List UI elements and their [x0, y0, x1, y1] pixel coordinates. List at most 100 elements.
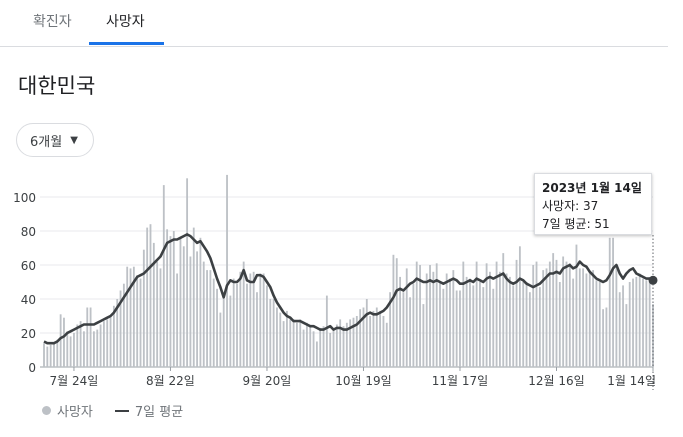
bar: [449, 278, 451, 367]
bar: [222, 295, 225, 367]
tab-active-indicator: [89, 42, 164, 45]
bar: [382, 316, 385, 367]
legend-bar-label: 사망자: [57, 405, 93, 420]
bar: [572, 278, 575, 367]
bar: [269, 299, 272, 367]
bar: [618, 292, 621, 367]
bar: [315, 341, 318, 367]
chart-bars: [43, 174, 654, 367]
bar: [66, 331, 69, 367]
bar: [246, 283, 248, 367]
bar: [389, 292, 392, 367]
bar: [422, 304, 425, 367]
bar: [615, 268, 618, 367]
bar: [459, 290, 461, 367]
bar: [332, 327, 335, 367]
bar: [375, 307, 378, 367]
bar: [628, 282, 631, 367]
bar: [122, 283, 125, 367]
bar: [352, 317, 355, 367]
bar: [602, 309, 604, 367]
bar: [429, 265, 431, 367]
bar: [152, 242, 155, 367]
bar: [309, 326, 312, 367]
period-dropdown-label: 6개월: [30, 134, 63, 150]
bar: [342, 326, 345, 367]
period-dropdown[interactable]: 6개월 ▼: [16, 123, 94, 157]
chart-x-ticks: 7월 24일 8월 22일 9월 20일 10월 19일 11월 17일 12월 16일 1…: [50, 367, 656, 388]
chart-gridlines: [40, 196, 653, 368]
bar: [322, 326, 325, 367]
bar: [292, 319, 295, 367]
bar: [56, 339, 59, 367]
bar: [339, 319, 342, 367]
bar: [548, 261, 551, 367]
bar: [136, 275, 139, 367]
bar: [652, 304, 654, 367]
bar: [206, 270, 208, 367]
bar: [472, 285, 475, 367]
bar: [625, 304, 628, 367]
bar: [59, 314, 62, 367]
bar: [469, 278, 471, 367]
bar: [475, 261, 478, 367]
bar: [249, 273, 252, 367]
bar: [525, 282, 528, 367]
bar: [349, 319, 352, 367]
bar: [169, 236, 172, 367]
bar: [186, 178, 189, 367]
bar: [43, 343, 45, 367]
y-tick-label: 0: [28, 361, 36, 375]
bar: [289, 319, 292, 367]
chart-legend: 사망자 7일 평균: [42, 401, 183, 420]
bar: [126, 266, 129, 367]
bar: [445, 273, 448, 367]
bar: [495, 261, 498, 367]
bar: [452, 270, 455, 367]
bar: [359, 309, 362, 367]
bar: [582, 268, 585, 367]
bar: [648, 282, 651, 367]
bar: [399, 276, 401, 367]
bar: [232, 278, 235, 367]
bar: [119, 290, 122, 367]
bar: [242, 261, 245, 367]
bar: [485, 263, 488, 367]
y-tick-label: 40: [21, 293, 36, 307]
bar: [482, 287, 485, 367]
caret-down-icon: ▼: [70, 134, 78, 146]
bar: [286, 310, 288, 367]
bar: [598, 282, 601, 367]
bar: [212, 278, 215, 367]
bar: [512, 285, 515, 367]
bar: [405, 268, 408, 367]
bar: [319, 327, 322, 367]
bar: [335, 324, 338, 367]
bar: [578, 268, 581, 367]
tab-cases[interactable]: 확진자: [33, 14, 72, 30]
bar: [63, 317, 65, 367]
bar: [385, 322, 388, 367]
bar: [279, 312, 282, 367]
bar: [562, 256, 565, 367]
tab-deaths[interactable]: 사망자: [106, 14, 145, 30]
bar: [256, 292, 258, 367]
bar: [299, 319, 302, 367]
bar: [162, 185, 165, 367]
bar: [538, 287, 541, 367]
y-tick-label: 60: [21, 259, 36, 273]
bar: [159, 268, 162, 367]
bar: [489, 271, 491, 367]
chart-tooltip: 2023년 1월 14일 사망자: 37 7일 평균: 51: [534, 173, 652, 235]
bar: [392, 254, 395, 367]
bar: [219, 312, 222, 367]
bar: [518, 246, 521, 367]
bar: [239, 271, 242, 367]
bar: [146, 227, 149, 367]
bar: [435, 263, 438, 367]
bar: [296, 322, 298, 367]
bar: [73, 333, 75, 367]
bar: [69, 336, 72, 367]
bar: [76, 324, 79, 367]
bar: [142, 249, 145, 367]
